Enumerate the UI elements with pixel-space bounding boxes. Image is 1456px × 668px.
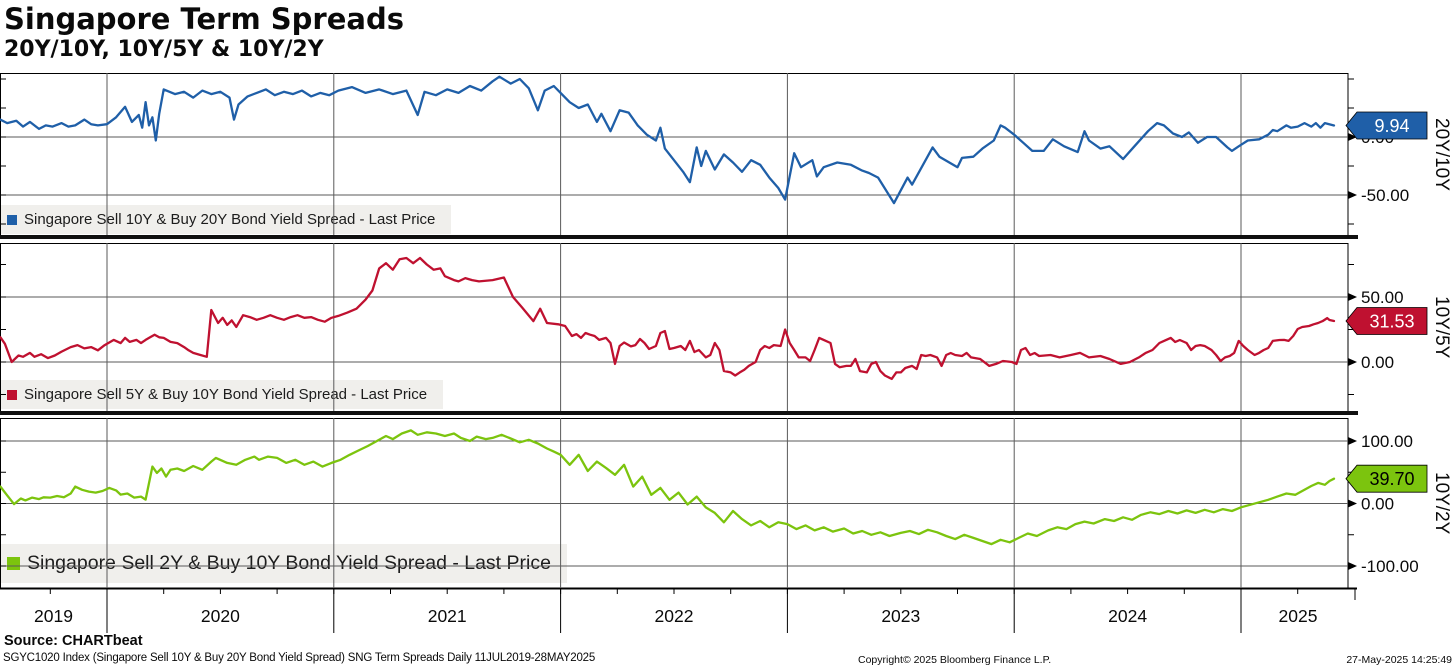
last-price-value: 39.70 [1369,469,1414,489]
right-axis-title-10y-5y: 10Y/5Y [1431,295,1452,359]
x-axis-year-label: 2024 [1108,606,1147,626]
source-label: Source: CHARTbeat [4,633,143,649]
right-axis-title-10y-2y: 10Y/2Y [1431,471,1452,535]
y-tick-label: 100.00 [1361,432,1413,451]
y-tick-label: 0.00 [1361,353,1394,372]
last-price-badge[interactable] [1345,464,1428,493]
y-tick-label: -50.00 [1361,186,1409,205]
series-line-10y-5y [0,256,1336,381]
legend-10y-2y[interactable]: Singapore Sell 2Y & Buy 10Y Bond Yield S… [0,544,567,583]
last-price-value: 31.53 [1369,312,1414,332]
last-price-value: 9.94 [1374,116,1409,136]
legend-swatch-icon [7,557,20,570]
panel-frame [0,243,1349,412]
y-tick-label: 0.00 [1361,495,1394,514]
legend-label: Singapore Sell 5Y & Buy 10Y Bond Yield S… [24,386,428,403]
panel-frame [0,73,1349,236]
x-axis-year-label: 2025 [1279,606,1318,626]
last-price-badge[interactable] [1345,307,1428,335]
page-title: Singapore Term Spreads [4,2,404,36]
y-tick-arrow-icon [1348,293,1357,301]
last-price-badge[interactable] [1345,111,1428,140]
y-tick-arrow-icon [1348,191,1357,199]
y-tick-arrow-icon [1348,499,1357,508]
y-tick-arrow-icon [1348,562,1357,570]
copyright-label: Copyright© 2025 Bloomberg Finance L.P. [858,654,1052,666]
legend-20y-10y[interactable]: Singapore Sell 10Y & Buy 20Y Bond Yield … [0,205,452,234]
panel-separator [0,235,1358,239]
series-line-10y-2y [0,429,1336,546]
y-tick-label: -100.00 [1361,557,1419,576]
x-axis-year-label: 2021 [428,606,467,626]
y-tick-arrow-icon [1348,437,1357,445]
y-tick-arrow-icon [1348,358,1357,366]
right-axis-title-20y-10y: 20Y/10Y [1431,117,1452,191]
timestamp-label: 27-May-2025 14:25:49 [1346,654,1452,666]
x-axis-year-label: 2020 [201,606,240,626]
y-tick-arrow-icon [1348,133,1357,141]
panel-separator [0,411,1358,415]
legend-swatch-icon [7,389,17,400]
legend-label: Singapore Sell 2Y & Buy 10Y Bond Yield S… [27,552,551,574]
legend-label: Singapore Sell 10Y & Buy 20Y Bond Yield … [24,211,436,228]
x-axis-year-label: 2019 [34,606,73,626]
legend-swatch-icon [7,214,17,225]
ticker-meta-line: SGYC1020 Index (Singapore Sell 10Y & Buy… [3,652,596,664]
x-axis-year-label: 2023 [881,606,920,626]
x-axis-year-label: 2022 [655,606,694,626]
legend-10y-5y[interactable]: Singapore Sell 5Y & Buy 10Y Bond Yield S… [0,380,444,409]
page-subtitle: 20Y/10Y, 10Y/5Y & 10Y/2Y [4,37,324,62]
y-tick-label: 50.00 [1361,288,1404,307]
series-line-20y-10y [0,75,1336,205]
